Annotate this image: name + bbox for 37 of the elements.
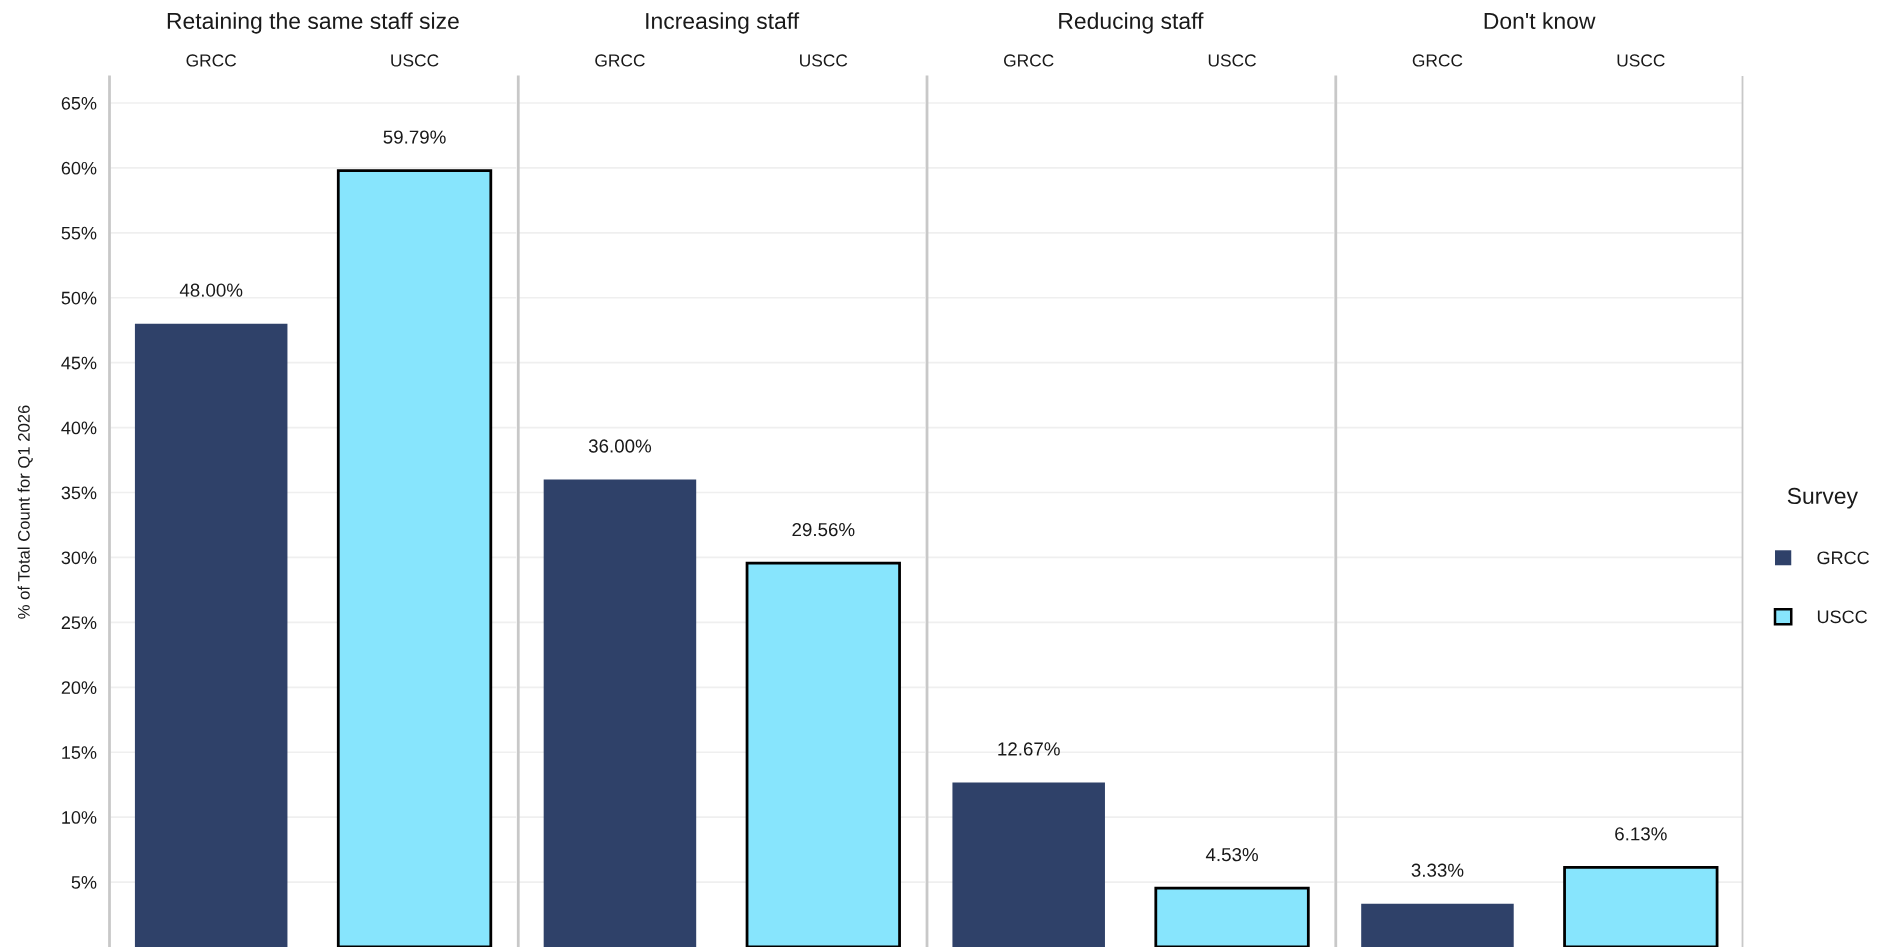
y-tick-label: 15% [62,746,97,759]
y-tick-label: 30% [61,551,97,565]
data-label: 12.67% [998,742,1060,756]
legend-label: USCC [1817,610,1867,624]
y-tick-label: 65% [61,96,97,110]
x-tick-label: GRCC [1412,54,1463,67]
data-label: 48.00% [179,283,243,297]
data-label: 36.00% [588,439,652,453]
x-tick-label: USCC [1208,54,1256,67]
data-label: 29.56% [792,522,855,537]
y-tick-label: 60% [61,161,97,175]
y-axis-title: % of Total Count for Q1 2026 [17,405,33,619]
data-label: 4.53% [1205,847,1258,862]
x-tick-label: USCC [800,54,848,67]
y-tick-label: 10% [62,811,97,824]
x-tick-label: GRCC [1004,54,1054,67]
data-label: 59.79% [383,130,446,144]
chart-title: Reducing staff [1059,12,1204,34]
chart-title: Retaining the same staff size [167,12,459,34]
y-tick-label: 20% [61,681,97,695]
legend-label: GRCC [1817,551,1869,565]
data-label: 6.13% [1615,827,1667,841]
legend-title: Survey [1787,487,1858,509]
x-tick-label: USCC [1617,54,1665,67]
y-tick-label: 25% [61,616,97,630]
y-tick-label: 50% [61,291,97,305]
x-tick-label: USCC [391,54,439,67]
y-tick-label: 5% [71,876,97,889]
chart-title: Don't know [1484,12,1596,30]
x-tick-label: GRCC [595,54,645,67]
y-tick-label: 55% [61,226,97,240]
x-tick-label: GRCC [186,54,237,67]
data-label: 3.33% [1411,863,1464,877]
y-tick-label: 45% [61,356,97,370]
y-tick-label: 40% [61,421,97,435]
y-tick-label: 35% [61,486,97,500]
chart-title: Increasing staff [646,12,800,34]
